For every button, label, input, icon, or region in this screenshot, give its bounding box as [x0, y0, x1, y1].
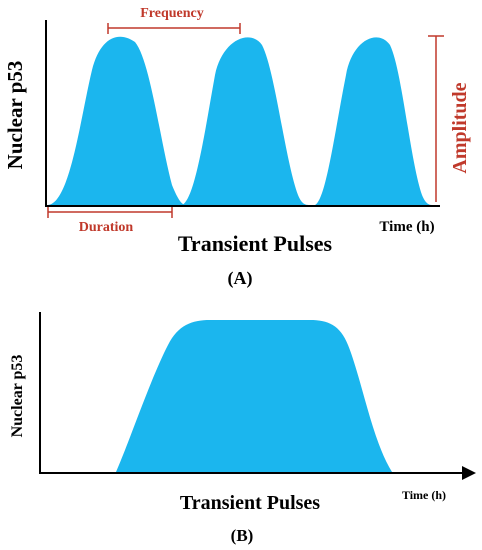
panel-a-pulse-1 [48, 36, 186, 205]
panel-b-y-axis-label: Nuclear p53 [9, 355, 26, 438]
panel-a-caption: (A) [228, 268, 253, 289]
panel-b-x-axis-arrowhead [462, 466, 476, 480]
panel-b-x-axis-label: Time (h) [402, 488, 446, 502]
panel-a: Frequency Duration Amplitude Nuclear p53… [3, 6, 471, 289]
panel-a-title: Transient Pulses [178, 231, 333, 256]
duration-bracket [47, 207, 173, 218]
panel-a-x-axis-label: Time (h) [379, 219, 434, 235]
panel-a-pulse-3 [315, 37, 433, 205]
amplitude-label: Amplitude [449, 82, 471, 173]
duration-label: Duration [79, 220, 134, 235]
panel-b-title: Transient Pulses [180, 492, 320, 514]
amplitude-bracket [428, 35, 444, 202]
frequency-label: Frequency [140, 6, 204, 21]
frequency-bracket [107, 23, 241, 34]
panel-b: Nuclear p53 Time (h) Transient Pulses (B… [9, 312, 476, 545]
panel-a-y-axis-label: Nuclear p53 [3, 61, 27, 170]
panel-b-caption: (B) [231, 526, 254, 545]
panel-b-plateau-pulse [116, 320, 392, 472]
panel-a-pulse-2 [182, 37, 310, 205]
